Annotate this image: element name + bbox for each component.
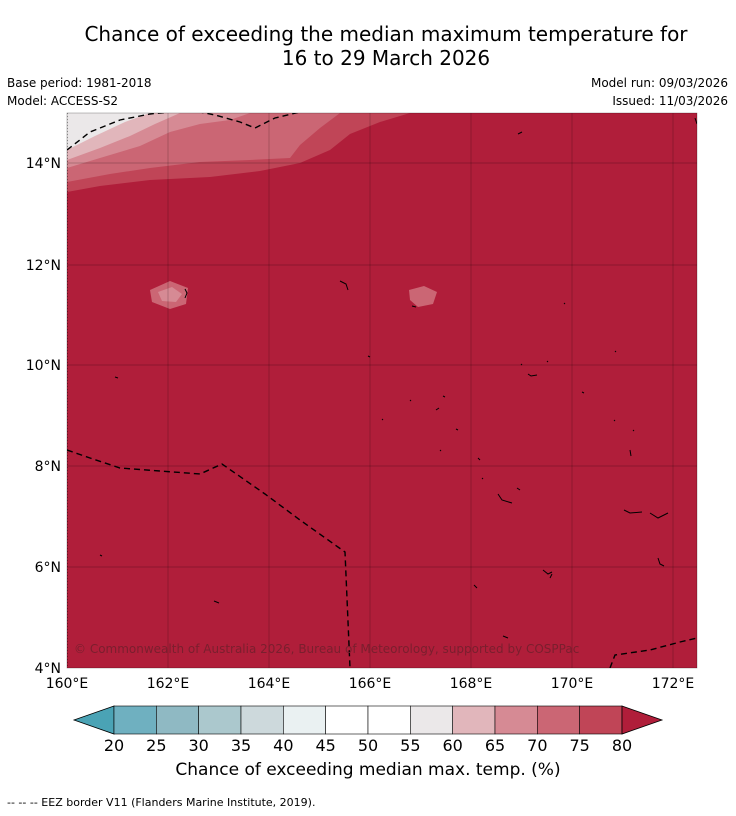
- lon-label: 172°E: [652, 676, 695, 692]
- lon-label: 162°E: [147, 676, 190, 692]
- colorbar-swatch: [325, 705, 369, 735]
- colorbar-tick-label: 50: [358, 736, 378, 755]
- colorbar-swatch: [537, 705, 580, 735]
- colorbar-swatch: [410, 705, 453, 735]
- colorbar-swatch: [283, 705, 326, 735]
- colorbar-tick-label: 40: [273, 736, 293, 755]
- colorbar-tick-label: 55: [400, 736, 420, 755]
- base-period: Base period: 1981-2018: [7, 76, 152, 90]
- contour-island-east: [409, 286, 437, 307]
- lat-label: 10°N: [26, 358, 61, 374]
- model-run: Model run: 09/03/2026: [590, 76, 728, 90]
- colorbar-extend-max: [621, 705, 664, 735]
- colorbar-swatch: [198, 705, 242, 735]
- lon-label: 160°E: [46, 676, 89, 692]
- copyright-notice: © Commonwealth of Australia 2026, Bureau…: [74, 642, 579, 656]
- colorbar-tick-label: 20: [104, 736, 124, 755]
- map-area: © Commonwealth of Australia 2026, Bureau…: [67, 113, 697, 668]
- map-title: Chance of exceeding the median maximum t…: [0, 22, 736, 70]
- colorbar-swatch: [367, 705, 411, 735]
- colorbar-tick-label: 30: [188, 736, 208, 755]
- lat-label: 12°N: [26, 258, 61, 274]
- colorbar-tick-label: 65: [485, 736, 505, 755]
- longitude-labels: 160°E 162°E 164°E 166°E 168°E 170°E 172°…: [46, 676, 695, 692]
- colorbar-swatch: [579, 705, 623, 735]
- colorbar: 20 25 30 35 40 45 50 55 60 65 70 75 80: [72, 705, 664, 755]
- colorbar-extend-min: [72, 705, 115, 735]
- colorbar-tick-label: 75: [569, 736, 589, 755]
- graticule: [67, 113, 697, 668]
- issued-date: Issued: 11/03/2026: [612, 94, 728, 108]
- lat-label: 14°N: [26, 156, 61, 172]
- lon-label: 166°E: [349, 676, 392, 692]
- lon-label: 164°E: [248, 676, 291, 692]
- colorbar-tick-label: 35: [231, 736, 251, 755]
- title-line-2: 16 to 29 March 2026: [281, 46, 491, 70]
- meta-left: Base period: 1981-2018 Model: ACCESS-S2: [7, 74, 152, 110]
- meta-right: Model run: 09/03/2026 Issued: 11/03/2026: [591, 74, 728, 110]
- title-line-1: Chance of exceeding the median maximum t…: [84, 22, 688, 46]
- probability-field: [67, 113, 697, 668]
- eez-borders: [67, 113, 697, 668]
- colorbar-tick-label: 25: [146, 736, 166, 755]
- contour-55: [67, 113, 150, 150]
- colorbar-tick-label: 70: [527, 736, 547, 755]
- coastlines: [99, 117, 697, 639]
- lat-label: 6°N: [35, 560, 61, 576]
- colorbar-tick-label: 45: [315, 736, 335, 755]
- colorbar-label: Chance of exceeding median max. temp. (%…: [175, 760, 561, 780]
- colorbar-tick-label: 80: [612, 736, 632, 755]
- colorbar-swatch: [494, 705, 538, 735]
- colorbar-swatch: [240, 705, 284, 735]
- colorbar-tick-label: 60: [442, 736, 462, 755]
- latitude-labels: 14°N 12°N 10°N 8°N 6°N 4°N: [26, 156, 61, 677]
- lat-label: 8°N: [35, 459, 61, 475]
- model-name: Model: ACCESS-S2: [7, 94, 119, 108]
- lat-label: 4°N: [35, 661, 61, 677]
- eez-legend-note: -- -- -- EEZ border V11 (Flanders Marine…: [7, 796, 316, 809]
- colorbar-swatch: [113, 705, 157, 735]
- colorbar-swatch: [452, 705, 496, 735]
- map-frame: [66, 112, 698, 669]
- contour-island-west-inner: [158, 287, 182, 302]
- colorbar-swatch: [156, 705, 199, 735]
- lon-label: 168°E: [450, 676, 493, 692]
- lon-label: 170°E: [551, 676, 594, 692]
